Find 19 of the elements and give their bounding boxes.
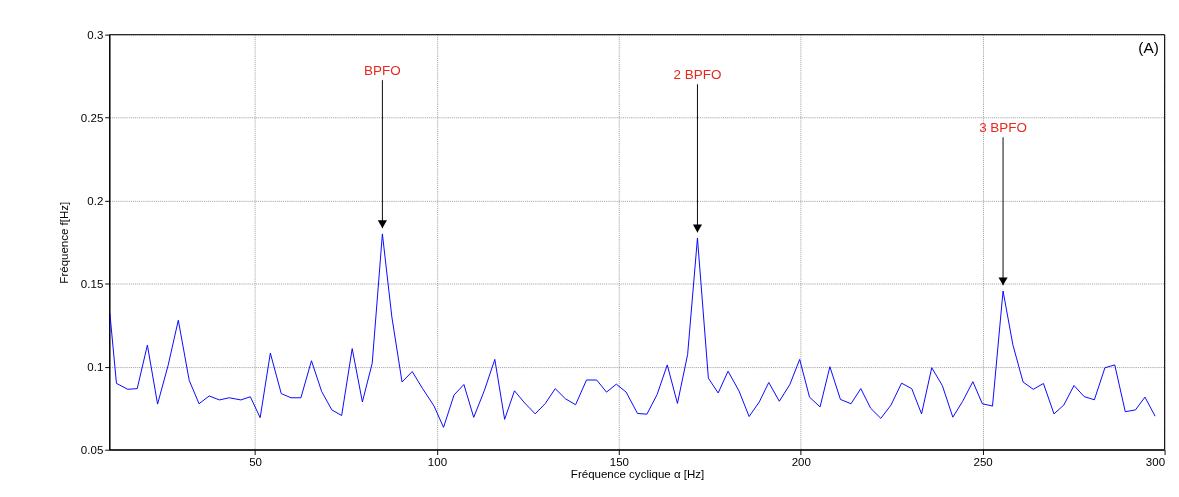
annotation: 2 BPFO (673, 67, 722, 83)
y-tick-label: 0.1 (87, 361, 104, 374)
annotation: 3 BPFO (979, 120, 1027, 136)
y-axis-title: Fréquence f[Hz] (58, 201, 71, 284)
y-tick-label: 0.25 (80, 111, 104, 124)
y-tick-label: 0.15 (80, 278, 104, 291)
annotation: (A) (1138, 38, 1159, 56)
y-tick-label: 0.2 (87, 195, 104, 208)
x-tick-label: 300 (1145, 455, 1166, 468)
x-tick-label: 150 (609, 455, 629, 468)
line-series (109, 233, 1156, 428)
annotation: BPFO (364, 63, 401, 79)
x-tick-label: 100 (427, 455, 448, 468)
x-tick-label: 250 (973, 455, 993, 468)
x-axis-title: Fréquence cyclique α [Hz] (570, 468, 705, 481)
x-tick-label: 200 (791, 455, 811, 468)
x-tick-label: 50 (249, 455, 262, 468)
y-tick-label: 0.05 (80, 444, 104, 457)
y-tick-label: 0.3 (87, 28, 104, 41)
